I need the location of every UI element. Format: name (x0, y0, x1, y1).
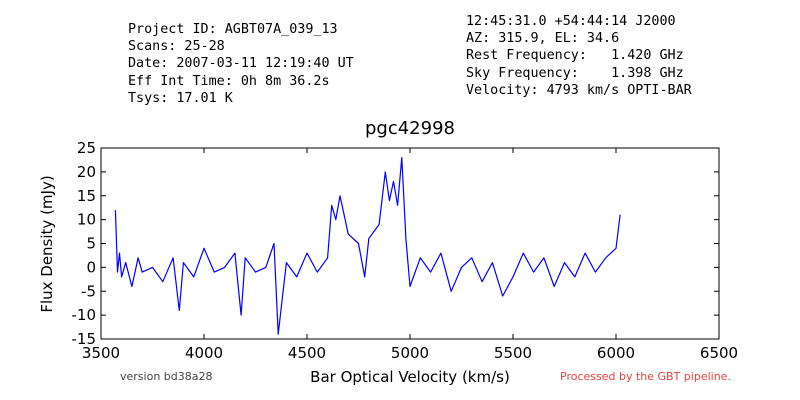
plot-area (100, 147, 720, 340)
x-tick-label: 4500 (288, 344, 326, 362)
y-tick-label: -10 (72, 306, 97, 324)
y-tick-label: 5 (86, 235, 96, 253)
observation-info-right: 12:45:31.0 +54:44:14 J2000 AZ: 315.9, EL:… (466, 13, 692, 99)
y-tick-label: -15 (72, 330, 97, 348)
x-tick-label: 3500 (82, 344, 120, 362)
pipeline-note: Processed by the GBT pipeline. (560, 370, 731, 383)
info-left-line: Project ID: AGBT07A_039_13 (128, 22, 338, 37)
info-left-line: Eff Int Time: 0h 8m 36.2s (128, 73, 330, 89)
x-tick-label: 5500 (494, 344, 532, 362)
x-tick-label: 6500 (700, 344, 738, 362)
y-tick-label: 15 (77, 187, 96, 205)
observation-info-left: Project ID: AGBT07A_039_13 Scans: 25-28 Da… (128, 21, 354, 107)
version-note: version bd38a28 (120, 370, 213, 383)
spectrum-line (114, 157, 621, 335)
info-left-line: Scans: 25-28 (128, 39, 225, 55)
x-tick-label: 6000 (597, 344, 635, 362)
info-right-line: 12:45:31.0 +54:44:14 J2000 (466, 14, 676, 29)
axis-ticks: 3500 4000 4500 5000 5500 6000 6500 -15 -10 -5 0 5 10… (72, 139, 739, 362)
chart-title: pgc42998 (365, 118, 455, 139)
info-right-line: AZ: 315.9, EL: 34.6 (466, 31, 620, 47)
y-tick-label: 0 (86, 258, 96, 276)
info-left-line: Date: 2007-03-11 12:19:40 UT (128, 56, 354, 72)
info-right-line: Rest Frequency: 1.420 GHz (466, 48, 684, 64)
y-tick-label: 20 (77, 163, 96, 181)
y-tick-label: 25 (77, 139, 96, 157)
info-right-line: Velocity: 4793 km/s OPTI-BAR (466, 82, 692, 98)
y-tick-label: 10 (77, 211, 96, 229)
x-axis-label: Bar Optical Velocity (km/s) (310, 368, 510, 386)
x-tick-label: 5000 (391, 344, 429, 362)
plot-frame (100, 147, 720, 340)
x-tick-label: 4000 (185, 344, 223, 362)
y-tick-label: -5 (81, 282, 96, 300)
info-right-line: Sky Frequency: 1.398 GHz (466, 65, 684, 81)
y-axis-label: Flux Density (mJy) (38, 175, 56, 312)
info-left-line: Tsys: 17.01 K (128, 90, 233, 106)
